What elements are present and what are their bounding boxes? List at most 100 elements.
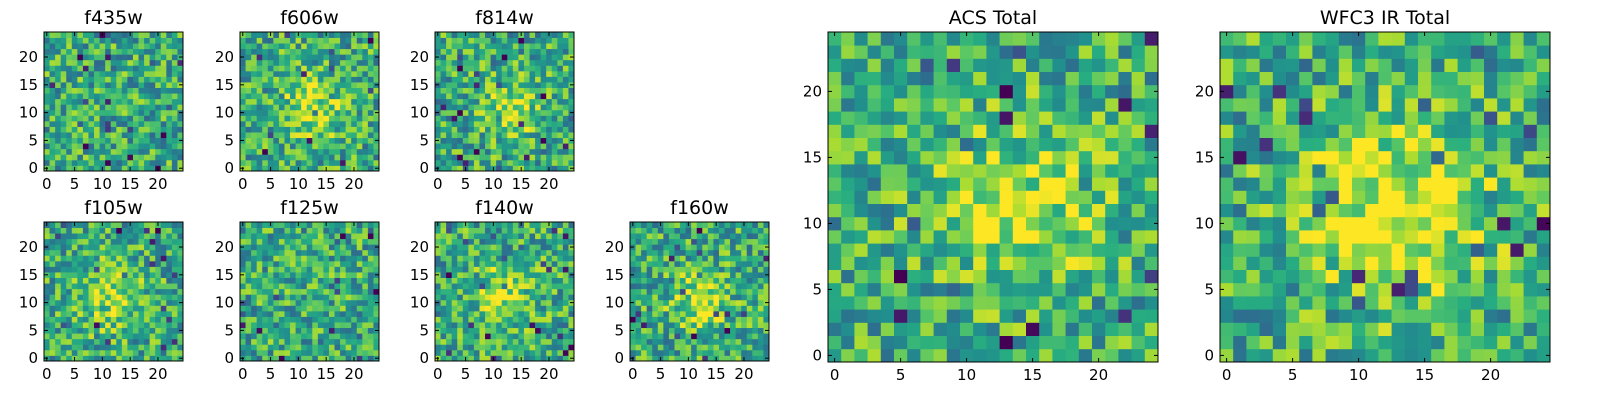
pixel-cell: [933, 269, 948, 284]
pixel-cell: [920, 335, 934, 350]
pixel-cell: [82, 316, 89, 323]
pixel-cell: [540, 333, 547, 340]
pixel-cell: [49, 109, 56, 116]
pixel-cell: [138, 260, 145, 267]
pixel-cell: [535, 76, 542, 83]
pixel-cell: [1026, 282, 1040, 297]
pixel-cell: [523, 143, 530, 150]
pixel-cell: [435, 120, 441, 127]
pixel-cell: [562, 54, 569, 61]
pixel-cell: [440, 349, 447, 356]
heatmap-f125w: [240, 222, 380, 362]
pixel-cell: [763, 349, 770, 356]
pixel-cell: [457, 137, 464, 144]
pixel-cell: [88, 104, 95, 111]
pixel-cell: [696, 349, 703, 356]
pixel-cell: [278, 159, 285, 166]
pixel-cell: [752, 249, 759, 256]
pixel-cell: [306, 154, 313, 161]
pixel-cell: [724, 310, 731, 317]
pixel-cell: [373, 115, 380, 122]
pixel-cell: [340, 109, 347, 116]
pixel-cell: [551, 338, 558, 345]
pixel-cell: [77, 109, 84, 116]
pixel-cell: [88, 120, 95, 127]
pixel-cell: [77, 76, 84, 83]
pixel-cell: [630, 255, 636, 262]
pixel-cell: [121, 327, 128, 334]
pixel-cell: [757, 327, 764, 334]
pixel-cell: [507, 249, 514, 256]
pixel-cell: [312, 32, 319, 38]
pixel-cell: [1039, 282, 1053, 297]
pixel-cell: [273, 349, 280, 356]
pixel-cell: [328, 48, 335, 55]
pixel-cell: [523, 244, 530, 251]
pixel-cell: [1012, 216, 1027, 231]
pixel-cell: [518, 70, 525, 77]
pixel-cell: [362, 93, 369, 100]
pixel-cell: [132, 148, 139, 155]
pixel-cell: [66, 98, 73, 105]
pixel-cell: [306, 109, 313, 116]
pixel-cell: [496, 159, 503, 166]
pixel-cell: [256, 238, 263, 245]
pixel-cell: [718, 244, 725, 251]
pixel-cell: [127, 333, 134, 340]
pixel-cell: [535, 37, 542, 44]
pixel-cell: [66, 154, 73, 161]
pixel-cell: [468, 305, 475, 312]
pixel-cell: [155, 294, 162, 301]
pixel-cell: [317, 82, 324, 88]
pixel-cell: [1078, 203, 1093, 218]
pixel-cell: [507, 310, 514, 317]
pixel-cell: [77, 120, 84, 127]
pixel-cell: [367, 277, 374, 284]
pixel-cell: [138, 65, 145, 72]
pixel-cell: [166, 59, 173, 66]
pixel-cell: [356, 299, 363, 306]
pixel-cell: [155, 137, 162, 144]
pixel-cell: [507, 59, 514, 66]
pixel-cell: [306, 165, 313, 172]
pixel-cell: [674, 338, 681, 345]
pixel-cell: [479, 288, 486, 295]
pixel-cell: [323, 349, 330, 356]
pixel-cell: [295, 322, 302, 329]
pixel-cell: [44, 126, 50, 133]
pixel-cell: [155, 277, 162, 284]
pixel-cell: [507, 327, 514, 334]
pixel-cell: [99, 43, 106, 50]
pixel-cell: [356, 93, 363, 100]
pixel-cell: [71, 59, 78, 66]
pixel-cell: [267, 344, 274, 351]
pixel-cell: [735, 310, 742, 317]
pixel-cell: [301, 54, 308, 61]
pixel-cell: [116, 310, 123, 317]
pixel-cell: [646, 294, 653, 301]
pixel-cell: [88, 43, 95, 50]
pixel-cell: [362, 109, 369, 116]
pixel-cell: [301, 260, 308, 267]
pixel-cell: [696, 333, 703, 340]
pixel-cell: [351, 48, 358, 55]
pixel-cell: [490, 120, 497, 127]
pixel-cell: [144, 327, 151, 334]
pixel-cell: [345, 37, 352, 44]
pixel-cell: [646, 260, 653, 267]
pixel-cell: [251, 104, 258, 111]
pixel-cell: [674, 272, 681, 278]
pixel-cell: [177, 98, 184, 105]
pixel-cell: [49, 120, 56, 127]
pixel-cell: [501, 266, 508, 273]
pixel-cell: [144, 37, 151, 44]
pixel-cell: [149, 76, 156, 83]
pixel-cell: [290, 310, 296, 317]
pixel-cell: [685, 277, 692, 284]
pixel-cell: [328, 333, 335, 340]
pixel-cell: [713, 260, 720, 267]
pixel-cell: [763, 249, 770, 256]
pixel-cell: [841, 190, 855, 204]
pixel-cell: [1026, 243, 1040, 257]
pixel-cell: [256, 54, 263, 61]
